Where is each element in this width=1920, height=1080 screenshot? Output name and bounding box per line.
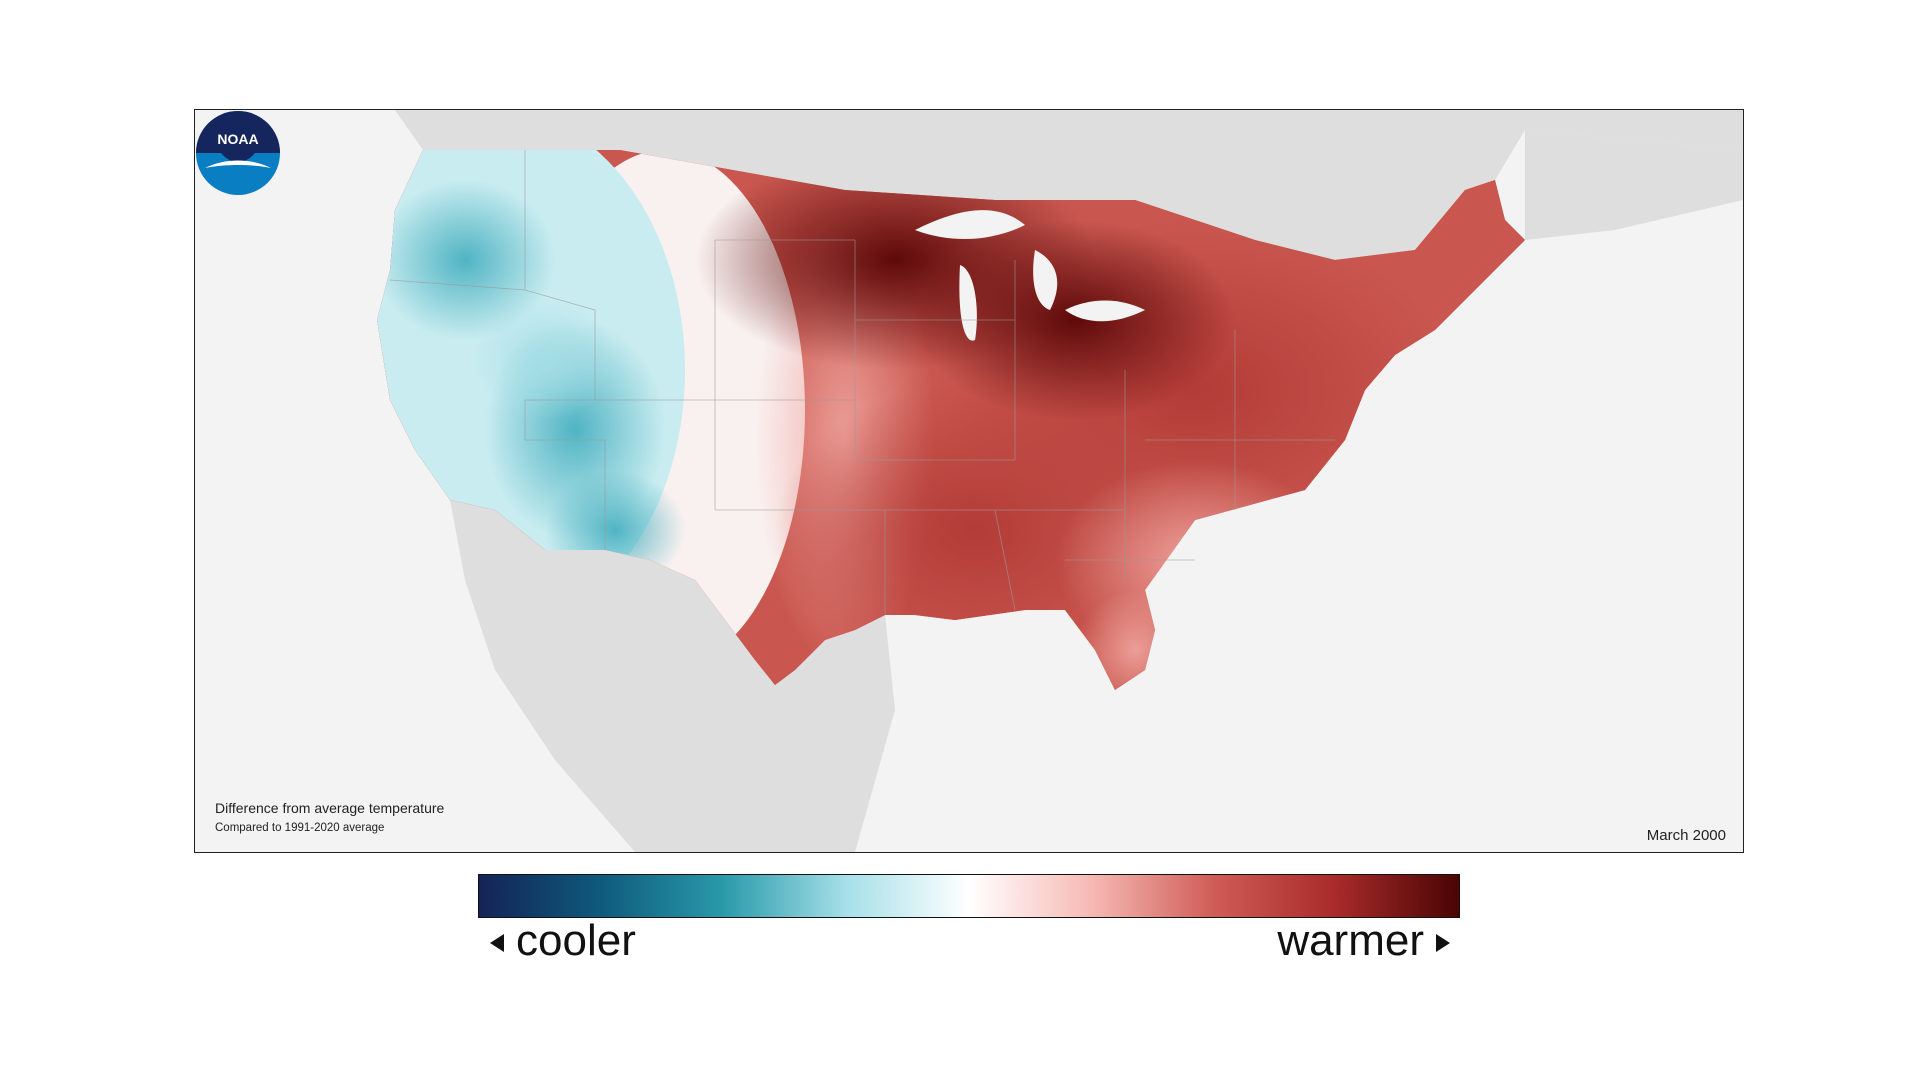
map-date-label: March 2000: [1646, 827, 1726, 844]
arrow-left-icon: [490, 934, 504, 953]
arrow-right-icon: [1436, 934, 1450, 953]
legend-warmer-text: warmer: [1277, 916, 1424, 965]
map-caption-subtitle: Compared to 1991-2020 average: [215, 822, 385, 834]
map-panel: NOAA Difference from average temperature…: [194, 109, 1744, 853]
legend-cooler-label: cooler: [490, 916, 636, 966]
map-caption-title: Difference from average temperature: [215, 800, 445, 816]
temperature-anomaly-map: [377, 110, 1743, 852]
legend-warmer-label: warmer: [1277, 916, 1450, 966]
noaa-logo-text: NOAA: [217, 131, 258, 147]
color-scale-bar: [478, 874, 1460, 918]
legend-cooler-text: cooler: [516, 916, 636, 965]
noaa-logo: NOAA: [196, 111, 280, 195]
